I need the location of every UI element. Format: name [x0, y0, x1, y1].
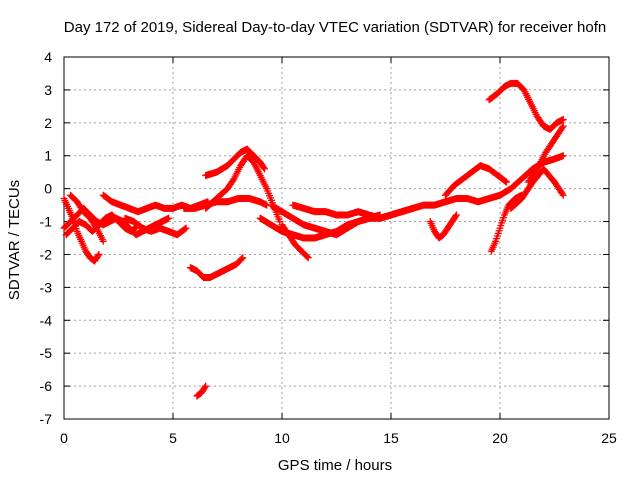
- x-tick-label: 0: [60, 430, 68, 446]
- x-axis-label: GPS time / hours: [278, 457, 392, 474]
- x-tick-label: 15: [383, 430, 399, 446]
- data-point: [260, 164, 268, 172]
- data-point: [238, 255, 246, 263]
- y-axis-label: SDTVAR / TECUs: [6, 180, 23, 300]
- y-tick-label: -2: [40, 246, 53, 262]
- y-tick-label: 1: [44, 148, 52, 164]
- y-tick-label: 4: [44, 49, 52, 65]
- series-s19: [485, 79, 567, 133]
- data-point: [201, 383, 209, 391]
- data-point: [95, 250, 103, 258]
- data-point: [182, 224, 190, 232]
- y-tick-label: -3: [40, 279, 53, 295]
- plot-frame: [63, 56, 610, 420]
- series-s6: [121, 214, 190, 239]
- data-point: [261, 165, 269, 173]
- data-point: [559, 116, 567, 124]
- data-point: [239, 254, 247, 262]
- series-s2: [60, 195, 103, 265]
- data-point: [452, 212, 460, 220]
- data-point: [559, 122, 567, 130]
- grid-lines: [64, 57, 609, 419]
- x-tick-label: 5: [169, 430, 177, 446]
- y-tick-label: -6: [40, 378, 53, 394]
- chart-title: Day 172 of 2019, Sidereal Day-to-day VTE…: [64, 19, 606, 36]
- data-point: [559, 191, 567, 199]
- data-point: [502, 177, 510, 185]
- data-point: [558, 124, 566, 132]
- data-point: [303, 253, 311, 261]
- x-tick-label: 20: [492, 430, 508, 446]
- series-s14: [278, 221, 312, 262]
- data-point: [165, 214, 173, 222]
- series-s10: [186, 254, 247, 281]
- data-point: [558, 190, 566, 198]
- y-tick-label: -4: [40, 312, 53, 328]
- y-tick-label: 3: [44, 82, 52, 98]
- data-point: [99, 237, 107, 245]
- data-point: [181, 225, 189, 233]
- data-point: [202, 382, 210, 390]
- y-tick-label: 2: [44, 115, 52, 131]
- y-tick-label: -7: [40, 411, 53, 427]
- series-s23: [524, 122, 567, 186]
- series-s8: [202, 145, 269, 179]
- data-point: [452, 211, 460, 219]
- axis-ticks: [63, 56, 610, 420]
- y-tick-label: -1: [40, 214, 53, 230]
- x-tick-label: 10: [274, 430, 290, 446]
- data-point: [94, 252, 102, 260]
- data-points: [60, 79, 567, 400]
- data-point: [503, 178, 511, 186]
- data-point: [559, 152, 567, 160]
- y-tick-label: -5: [40, 345, 53, 361]
- data-point: [304, 254, 312, 262]
- series-s17: [426, 211, 460, 242]
- series-s11: [193, 382, 210, 400]
- tick-labels: 0 5 10 15 20 25 -7 -6 -5 -4 -3 -2 -1 0 1 2 3 4: [40, 49, 617, 446]
- series-s18: [442, 162, 511, 199]
- series-s9: [202, 152, 284, 226]
- series-s22: [507, 165, 567, 212]
- series-s4: [67, 191, 107, 245]
- y-tick-label: 0: [44, 181, 52, 197]
- x-tick-label: 25: [601, 430, 617, 446]
